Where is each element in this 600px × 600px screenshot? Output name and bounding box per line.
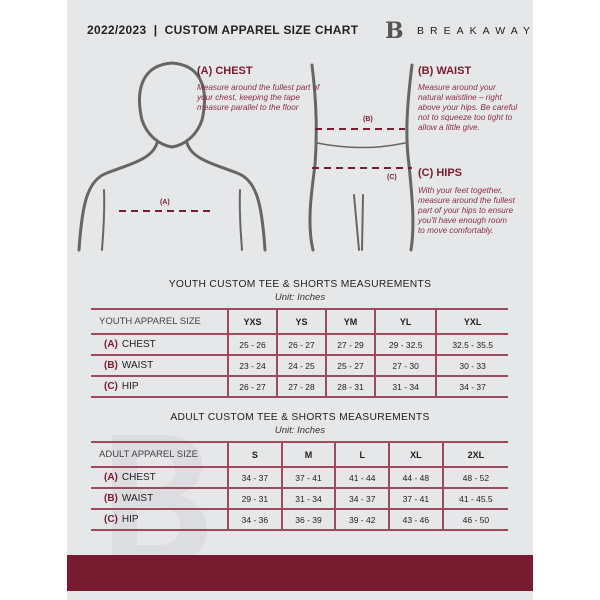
leg-gap bbox=[353, 194, 364, 251]
cell: 24 - 25 bbox=[276, 354, 327, 376]
cell: 48 - 52 bbox=[441, 466, 508, 488]
adult-section-title: ADULT CUSTOM TEE & SHORTS MEASUREMENTS bbox=[170, 412, 430, 423]
adult-unit: Unit: Inches bbox=[274, 425, 326, 436]
cell: 26 - 27 bbox=[276, 333, 327, 355]
footer-band bbox=[67, 555, 533, 591]
row-name: WAIST bbox=[121, 360, 154, 371]
row-tag: (B) bbox=[104, 493, 118, 504]
row-name: HIP bbox=[121, 381, 139, 392]
cell: 34 - 37 bbox=[435, 375, 508, 398]
waist-marker: (B) bbox=[363, 116, 373, 123]
row-label: (C) HIP bbox=[91, 508, 228, 531]
shoulders-outline bbox=[77, 141, 267, 252]
cell: 41 - 45.5 bbox=[441, 487, 508, 509]
row-tag: (C) bbox=[104, 381, 118, 392]
size-header: M bbox=[280, 441, 336, 467]
size-header: YXS bbox=[226, 308, 278, 334]
row-tag: (A) bbox=[104, 339, 118, 350]
row-name: WAIST bbox=[121, 493, 154, 504]
cell: 30 - 33 bbox=[435, 354, 508, 376]
cell: 44 - 48 bbox=[388, 466, 443, 488]
row-label: (B) WAIST bbox=[91, 354, 228, 376]
youth-section-title: YOUTH CUSTOM TEE & SHORTS MEASUREMENTS bbox=[168, 279, 432, 290]
cell: 31 - 34 bbox=[374, 375, 437, 398]
hips-heading: (C) HIPS bbox=[418, 167, 462, 179]
cell: 27 - 28 bbox=[276, 375, 327, 398]
cell: 34 - 37 bbox=[334, 487, 390, 509]
youth-size-table: YOUTH APPAREL SIZE YXS YS YM YL YXL (A) C… bbox=[91, 308, 508, 398]
row-name: HIP bbox=[121, 514, 139, 525]
table-row: (B) WAIST 23 - 24 24 - 25 25 - 27 27 - 30 30 … bbox=[91, 354, 508, 376]
row-label: (A) CHEST bbox=[91, 333, 228, 355]
cell: 27 - 30 bbox=[374, 354, 437, 376]
cell: 27 - 29 bbox=[325, 333, 376, 355]
table-header-row: YOUTH APPAREL SIZE YXS YS YM YL YXL bbox=[91, 308, 508, 334]
row-tag: (A) bbox=[104, 472, 118, 483]
row-name: CHEST bbox=[121, 472, 156, 483]
table-row: (B) WAIST 29 - 31 31 - 34 34 - 37 37 - 41 41 … bbox=[91, 487, 508, 509]
size-chart-card: 2022/2023 | CUSTOM APPAREL SIZE CHART B … bbox=[67, 0, 533, 600]
cell: 25 - 26 bbox=[226, 333, 278, 355]
cell: 28 - 31 bbox=[325, 375, 376, 398]
size-header: L bbox=[334, 441, 390, 467]
cell: 32.5 - 35.5 bbox=[435, 333, 508, 355]
cell: 23 - 24 bbox=[226, 354, 278, 376]
size-header: YL bbox=[374, 308, 437, 334]
brand-name: BREAKAWAY bbox=[417, 25, 533, 37]
cell: 41 - 44 bbox=[334, 466, 390, 488]
waist-heading: (B) WAIST bbox=[418, 65, 472, 77]
adult-header-label: ADULT APPAREL SIZE bbox=[91, 441, 228, 467]
row-label: (B) WAIST bbox=[91, 487, 228, 509]
hips-marker: (C) bbox=[387, 174, 397, 181]
cell: 29 - 31 bbox=[227, 487, 282, 509]
youth-header-label: YOUTH APPAREL SIZE bbox=[91, 308, 228, 334]
waist-instructions: Measure around your natural waistline – … bbox=[418, 83, 518, 132]
size-header: YXL bbox=[435, 308, 508, 334]
table-row: (C) HIP 26 - 27 27 - 28 28 - 31 31 - 34 34 - … bbox=[91, 375, 508, 398]
row-tag: (C) bbox=[104, 514, 118, 525]
cell: 25 - 27 bbox=[325, 354, 376, 376]
cell: 29 - 32.5 bbox=[374, 333, 437, 355]
row-label: (A) CHEST bbox=[91, 466, 228, 488]
body-illustration bbox=[77, 61, 415, 252]
size-header: YM bbox=[325, 308, 376, 334]
adult-size-table: ADULT APPAREL SIZE S M L XL 2XL (A) CHEST… bbox=[91, 441, 508, 531]
cell: 34 - 36 bbox=[227, 508, 282, 531]
page-title: 2022/2023 | CUSTOM APPAREL SIZE CHART bbox=[87, 23, 359, 37]
cell: 34 - 37 bbox=[227, 466, 282, 488]
hips-instructions: With your feet together, measure around … bbox=[418, 186, 515, 235]
waist-line bbox=[316, 142, 406, 149]
cell: 43 - 46 bbox=[388, 508, 443, 531]
size-header: S bbox=[227, 441, 282, 467]
cell: 37 - 41 bbox=[388, 487, 443, 509]
row-name: CHEST bbox=[121, 339, 156, 350]
arms-outline bbox=[101, 189, 243, 251]
chest-marker: (A) bbox=[160, 199, 170, 206]
table-row: (A) CHEST 25 - 26 26 - 27 27 - 29 29 - 32.5 3… bbox=[91, 333, 508, 355]
cell: 37 - 41 bbox=[280, 466, 336, 488]
head-outline bbox=[138, 61, 206, 149]
cell: 46 - 50 bbox=[441, 508, 508, 531]
size-header: XL bbox=[388, 441, 443, 467]
youth-unit: Unit: Inches bbox=[274, 292, 326, 303]
table-row: (A) CHEST 34 - 37 37 - 41 41 - 44 44 - 48 48 … bbox=[91, 466, 508, 488]
size-header: 2XL bbox=[441, 441, 508, 467]
cell: 36 - 39 bbox=[280, 508, 336, 531]
cell: 26 - 27 bbox=[226, 375, 278, 398]
size-header: YS bbox=[276, 308, 327, 334]
chest-instructions: Measure around the fullest part of your … bbox=[197, 83, 320, 112]
chest-heading: (A) CHEST bbox=[197, 65, 253, 77]
cell: 39 - 42 bbox=[334, 508, 390, 531]
brand-logo-icon: B bbox=[385, 18, 404, 44]
table-header-row: ADULT APPAREL SIZE S M L XL 2XL bbox=[91, 441, 508, 467]
row-label: (C) HIP bbox=[91, 375, 228, 398]
row-tag: (B) bbox=[104, 360, 118, 371]
cell: 31 - 34 bbox=[280, 487, 336, 509]
table-row: (C) HIP 34 - 36 36 - 39 39 - 42 43 - 46 46 - … bbox=[91, 508, 508, 531]
torso-outline bbox=[308, 63, 415, 252]
